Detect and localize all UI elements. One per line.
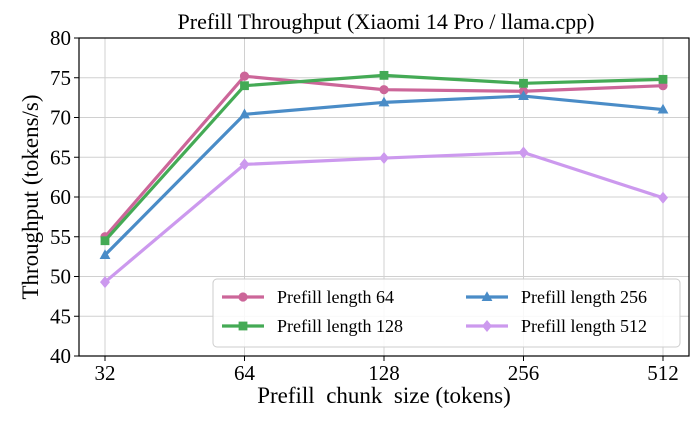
legend-entry: Prefill length 512 (466, 316, 647, 336)
x-axis-ticks: 32 64 128 256 512 (95, 356, 679, 385)
data-point (100, 236, 110, 246)
x-tick-label: 256 (508, 361, 540, 385)
data-point (240, 81, 249, 91)
data-point (518, 90, 529, 101)
legend-box (212, 278, 681, 348)
y-tick-label: 75 (50, 66, 71, 90)
x-tick-label: 64 (234, 361, 256, 385)
data-point (658, 191, 668, 204)
data-point (657, 103, 669, 114)
data-point (519, 78, 528, 88)
y-tick-label: 45 (50, 304, 71, 328)
data-point (239, 108, 250, 119)
data-point (99, 249, 111, 260)
data-point (379, 152, 389, 165)
data-point (239, 158, 250, 171)
series-4 (100, 146, 668, 289)
legend-entry: Prefill length 128 (222, 316, 403, 336)
y-tick-label: 60 (50, 185, 71, 209)
y-tick-label: 55 (50, 225, 71, 249)
y-axis-ticks: 40 45 50 55 60 65 70 75 80 (50, 26, 79, 368)
series-3 (99, 90, 669, 260)
data-point (658, 74, 668, 84)
data-point (518, 146, 529, 159)
y-tick-label: 70 (50, 106, 71, 130)
x-axis-label: Prefill chunk size (tokens) (257, 383, 511, 408)
legend-label: Prefill length 256 (521, 287, 647, 307)
data-point (379, 85, 389, 95)
legend-label: Prefill length 512 (521, 316, 647, 336)
y-tick-label: 65 (50, 145, 71, 169)
legend-marker (482, 320, 492, 332)
y-axis-label: Throughput (tokens/s) (18, 94, 43, 299)
legend-marker (238, 292, 248, 302)
legend-marker (481, 291, 493, 301)
series-2 (100, 70, 668, 246)
data-point (239, 71, 250, 81)
x-tick-label: 512 (647, 361, 679, 385)
series-layer (99, 70, 669, 289)
y-tick-label: 40 (50, 344, 71, 368)
legend: Prefill length 64 Prefill length 128 Prefi… (212, 278, 681, 348)
legend-entry: Prefill length 64 (222, 287, 394, 307)
x-tick-label: 128 (368, 361, 400, 385)
legend-label: Prefill length 128 (277, 316, 403, 336)
chart-title: Prefill Throughput (Xiaomi 14 Pro / llam… (178, 9, 595, 34)
y-tick-label: 80 (50, 26, 71, 50)
legend-entry: Prefill length 256 (466, 287, 647, 307)
y-tick-label: 50 (50, 265, 71, 289)
legend-label: Prefill length 64 (277, 287, 394, 307)
data-point (378, 96, 390, 107)
data-point (379, 70, 389, 80)
x-tick-label: 32 (95, 361, 116, 385)
data-point (100, 276, 110, 289)
legend-marker (238, 321, 248, 331)
